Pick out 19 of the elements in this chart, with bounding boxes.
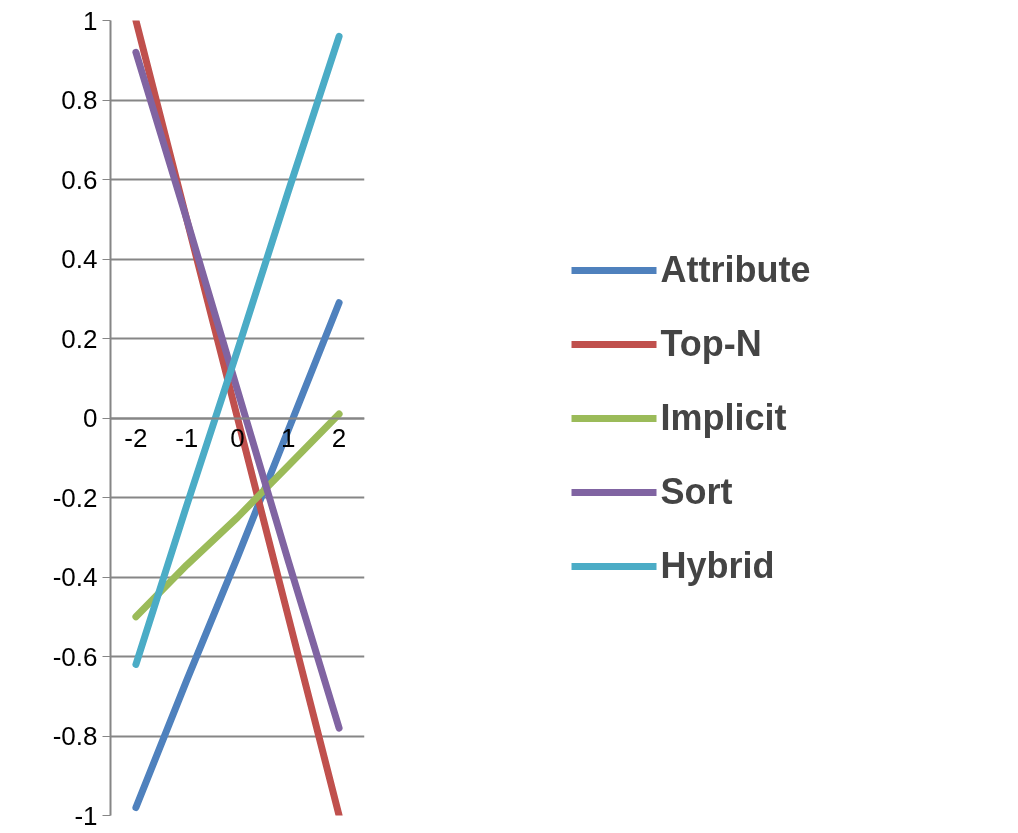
- legend-label: Implicit: [660, 396, 787, 439]
- y-tick-label: -0.8: [52, 721, 98, 751]
- y-tick-label: 0.4: [61, 244, 98, 274]
- legend-label: Top-N: [660, 322, 762, 365]
- y-tick-label: -0.2: [52, 482, 98, 513]
- y-tick-label: 0.8: [61, 85, 98, 115]
- x-tick-label: 2: [331, 423, 347, 453]
- y-tick-label: -1: [74, 800, 98, 831]
- legend-label: Attribute: [660, 248, 811, 291]
- y-tick-label: -0.4: [52, 562, 98, 592]
- y-tick-label: 1: [83, 5, 98, 36]
- y-tick-label: 0: [83, 403, 98, 433]
- x-tick-label: -2: [124, 423, 148, 453]
- legend-label: Sort: [660, 470, 733, 513]
- x-tick-label: -1: [175, 423, 199, 453]
- y-tick-label: 0.2: [61, 323, 98, 354]
- legend-label: Hybrid: [660, 544, 775, 587]
- y-tick-label: -0.6: [52, 641, 98, 672]
- y-tick-label: 0.6: [61, 164, 98, 195]
